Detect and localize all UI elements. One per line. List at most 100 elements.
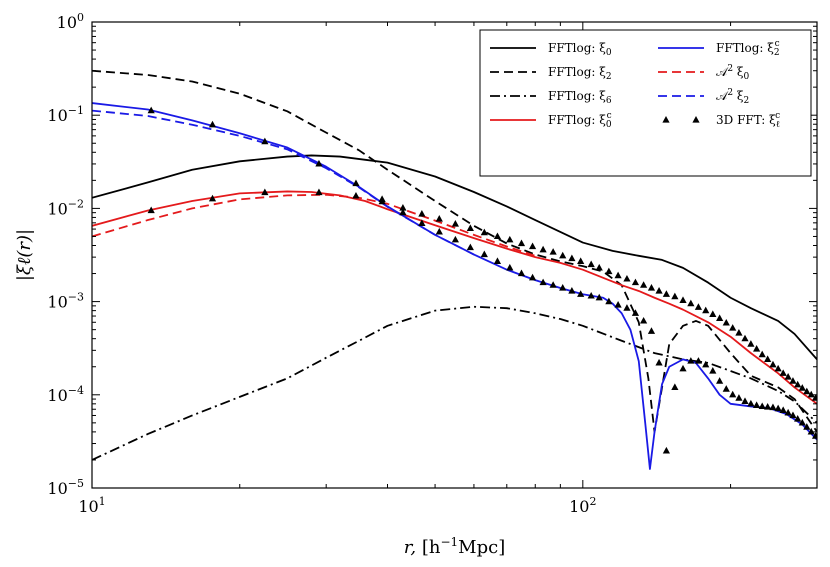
- data-point-marker: [261, 137, 269, 145]
- data-point-marker: [655, 286, 663, 294]
- legend-entry: 3D FFT: ξℓc: [662, 111, 780, 130]
- data-point-marker: [753, 401, 761, 408]
- data-point-marker: [568, 286, 576, 294]
- y-tick-label: 10−1: [47, 104, 84, 125]
- data-point-marker: [435, 214, 443, 222]
- data-point-marker: [208, 194, 217, 202]
- data-point-marker: [758, 402, 766, 410]
- legend-entry: FFTlog: ξ6: [490, 89, 612, 106]
- data-point-marker: [722, 318, 730, 326]
- data-point-marker: [506, 263, 514, 271]
- data-point-marker: [803, 387, 811, 395]
- data-point-marker: [702, 360, 710, 368]
- data-point-marker: [577, 290, 585, 297]
- series-line-4: [92, 102, 817, 470]
- data-point-marker: [631, 309, 640, 316]
- data-point-marker: [418, 210, 426, 217]
- data-point-marker: [794, 380, 802, 388]
- data-point-marker: [451, 235, 459, 243]
- data-point-marker: [789, 377, 797, 384]
- y-axis-label: |ξℓ(r)|: [14, 229, 35, 281]
- data-point-marker: [147, 106, 155, 114]
- data-point-marker: [261, 188, 269, 196]
- series-line-1: [92, 69, 817, 433]
- data-point-marker: [480, 250, 488, 258]
- marker-layer: [147, 106, 817, 454]
- data-point-marker: [418, 219, 426, 227]
- data-point-marker: [784, 373, 792, 380]
- data-point-marker: [753, 345, 761, 352]
- data-point-marker: [577, 257, 585, 264]
- data-point-marker: [694, 303, 703, 310]
- data-point-marker: [517, 239, 526, 247]
- data-point-marker: [662, 446, 670, 454]
- data-point-marker: [623, 274, 631, 282]
- data-point-marker: [595, 263, 603, 271]
- legend-label: FFTlog: ξ0c: [548, 111, 612, 130]
- data-point-marker: [614, 271, 622, 279]
- data-point-marker: [764, 402, 772, 410]
- series-line-3: [92, 190, 817, 405]
- data-point-marker: [779, 369, 787, 376]
- data-point-marker: [352, 179, 360, 187]
- y-tick-label: 100: [57, 11, 84, 32]
- legend-label: FFTlog: ξ6: [548, 89, 612, 106]
- data-point-marker: [640, 281, 648, 288]
- data-point-marker: [559, 251, 567, 259]
- data-point-marker: [764, 355, 772, 362]
- series-line-6: [92, 109, 475, 256]
- data-point-marker: [747, 340, 755, 347]
- data-point-marker: [702, 306, 710, 314]
- axis-labels: r, [h−1Mpc] |ξℓ(r)|: [14, 229, 505, 558]
- data-point-marker: [378, 195, 386, 202]
- data-point-marker: [528, 273, 537, 281]
- legend: FFTlog: ξ0 FFTlog: ξ2 FFTlog: ξ6 FFTlog: ξ0…: [479, 29, 812, 177]
- data-point-marker: [435, 227, 443, 235]
- data-point-marker: [549, 281, 557, 288]
- data-point-marker: [741, 334, 749, 342]
- data-point-marker: [517, 269, 526, 277]
- data-point-marker: [647, 327, 656, 334]
- legend-label: FFTlog: ξ2: [548, 65, 612, 82]
- data-point-marker: [694, 357, 703, 364]
- data-point-marker: [568, 254, 576, 262]
- data-point-marker: [352, 191, 360, 199]
- data-point-marker: [587, 260, 595, 268]
- series-layer: [92, 69, 817, 470]
- data-point-marker: [208, 120, 217, 128]
- data-point-marker: [687, 299, 695, 307]
- data-point-marker: [399, 203, 407, 211]
- data-point-marker: [614, 300, 622, 308]
- data-point-marker: [811, 432, 817, 439]
- data-point-marker: [789, 411, 797, 419]
- data-point-marker: [722, 385, 730, 392]
- legend-marker: [692, 116, 700, 123]
- x-tick-label: 102: [569, 495, 596, 516]
- data-point-marker: [315, 188, 323, 196]
- data-point-marker: [735, 329, 743, 336]
- data-point-marker: [671, 383, 679, 391]
- data-point-marker: [539, 278, 547, 286]
- data-point-marker: [587, 291, 595, 299]
- legend-marker: [662, 116, 670, 123]
- data-point-marker: [399, 208, 407, 216]
- data-point-marker: [493, 232, 502, 240]
- data-point-marker: [807, 390, 815, 398]
- data-point-marker: [595, 293, 603, 301]
- legend-label: FFTlog: ξ2c: [716, 39, 780, 58]
- data-point-marker: [662, 290, 670, 297]
- data-point-marker: [741, 397, 749, 404]
- legend-entry: FFTlog: ξ0c: [490, 111, 612, 130]
- legend-entry: 𝒜2 ξ2: [658, 88, 749, 106]
- data-point-marker: [605, 267, 613, 275]
- data-point-marker: [784, 408, 792, 416]
- legend-label: 𝒜2 ξ2: [716, 88, 749, 106]
- data-point-marker: [549, 248, 557, 255]
- data-point-marker: [671, 292, 679, 300]
- data-point-marker: [655, 358, 663, 366]
- data-point-marker: [807, 427, 815, 435]
- data-point-marker: [687, 357, 695, 364]
- y-tick-label: 10−3: [47, 291, 84, 312]
- legend-box: [479, 29, 812, 177]
